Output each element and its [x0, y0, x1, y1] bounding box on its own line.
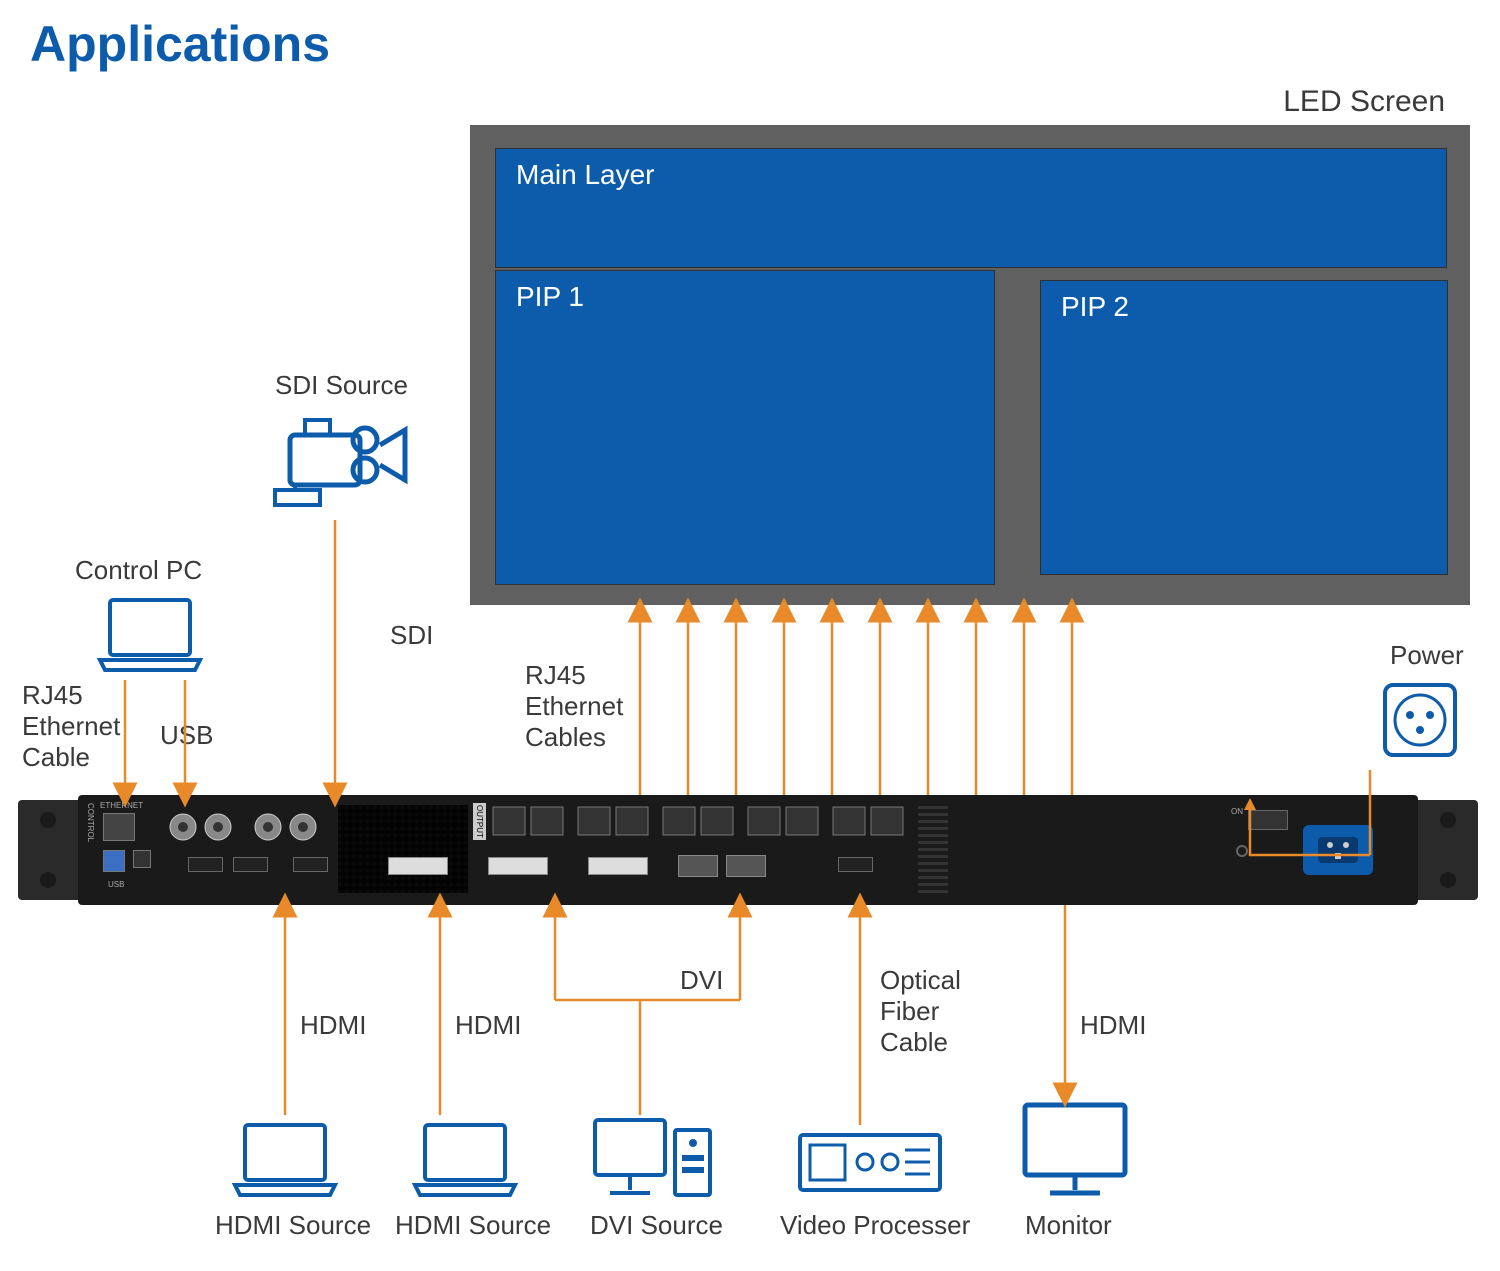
main-layer-label: Main Layer — [496, 149, 1446, 201]
hdmi13-port — [838, 857, 873, 872]
control-pc-label: Control PC — [75, 555, 202, 586]
led-screen-frame: Main Layer PIP 1 PIP 2 — [470, 125, 1470, 605]
outlet-icon — [1380, 680, 1460, 765]
bnc-genlock — [168, 810, 238, 847]
usb-port-label: USB — [108, 880, 124, 889]
dvi-in-port — [388, 857, 448, 875]
dvi-loop-port — [488, 857, 548, 875]
camera-icon — [260, 405, 410, 520]
sfp1-port — [678, 855, 718, 877]
bnc-sdi — [253, 810, 323, 847]
control-label: CONTROL — [86, 803, 95, 842]
usb-label: USB — [160, 720, 213, 751]
device-ear-right — [1418, 800, 1478, 900]
hdmi-loop-port — [233, 857, 268, 872]
power-label: Power — [1390, 640, 1464, 671]
device-body: CONTROL ETHERNET USB OUTPUT ON — [78, 795, 1418, 905]
rj45-output-bank — [493, 807, 913, 844]
led-screen-label: LED Screen — [1283, 85, 1445, 119]
pip2-layer: PIP 2 — [1040, 280, 1448, 575]
fiber-label: Optical Fiber Cable — [880, 965, 961, 1059]
dvi-source-label: DVI Source — [590, 1210, 723, 1241]
power-switch — [1248, 810, 1288, 830]
pip1-layer: PIP 1 — [495, 270, 995, 585]
sfp2-port — [726, 855, 766, 877]
usb-b-port — [133, 850, 151, 868]
vent-grid — [338, 805, 468, 893]
ethernet-label: ETHERNET — [100, 801, 143, 810]
main-layer: Main Layer — [495, 148, 1447, 268]
pip1-label: PIP 1 — [496, 271, 994, 323]
monitor-label: Monitor — [1025, 1210, 1112, 1241]
hdmi1-label: HDMI — [300, 1010, 366, 1041]
rj45-in-label: RJ45 Ethernet Cable — [22, 680, 120, 774]
sdi-label: SDI — [390, 620, 433, 651]
output-label: OUTPUT — [473, 803, 486, 840]
on-label: ON — [1231, 807, 1243, 816]
monitor-icon — [1015, 1100, 1135, 1205]
hdmi-source1-label: HDMI Source — [215, 1210, 371, 1241]
dvi-source-icon — [590, 1115, 720, 1210]
led-indicator — [1236, 845, 1248, 857]
pip2-label: PIP 2 — [1041, 281, 1447, 333]
vent-right — [918, 805, 948, 893]
dvi2-port — [588, 857, 648, 875]
video-processor-label: Video Processer — [780, 1210, 970, 1241]
power-inlet — [1303, 825, 1373, 875]
hdmi-source2-label: HDMI Source — [395, 1210, 551, 1241]
ethernet-port — [103, 813, 135, 841]
hdmi2-port — [293, 857, 328, 872]
hdmi-source2-icon — [410, 1120, 520, 1205]
video-processor-icon — [795, 1130, 945, 1205]
dvi-label: DVI — [680, 965, 723, 996]
hdmi-out-label: HDMI — [1080, 1010, 1146, 1041]
page-title: Applications — [30, 15, 330, 73]
sdi-source-label: SDI Source — [275, 370, 408, 401]
device-ear-left — [18, 800, 78, 900]
laptop-icon — [95, 595, 205, 680]
hdmi2-label: HDMI — [455, 1010, 521, 1041]
usb-a-port — [103, 850, 125, 872]
hdmi-in-port — [188, 857, 223, 872]
rj45-out-label: RJ45 Ethernet Cables — [525, 660, 623, 754]
hdmi-source1-icon — [230, 1120, 340, 1205]
